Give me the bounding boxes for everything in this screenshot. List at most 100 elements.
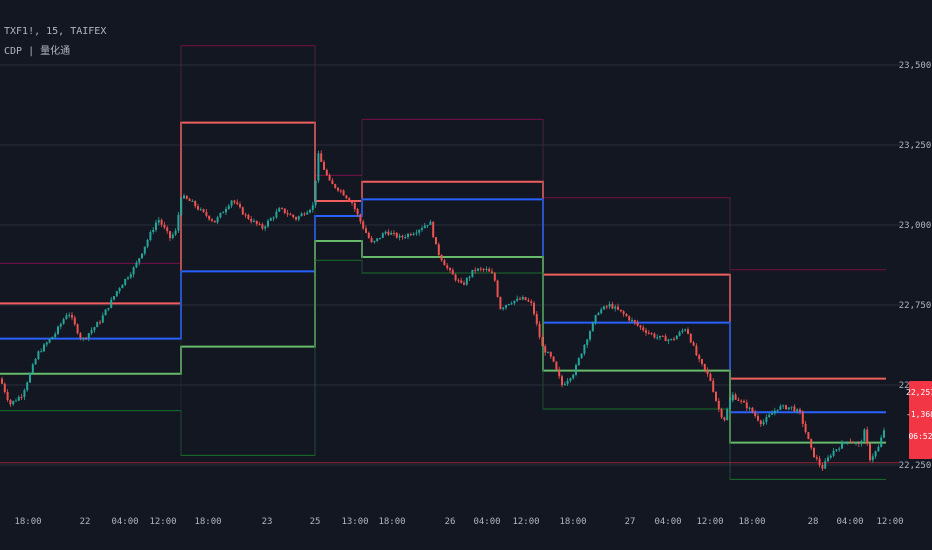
- candle: [695, 345, 698, 356]
- candle: [241, 207, 244, 215]
- candle: [477, 268, 479, 271]
- candle: [129, 274, 132, 278]
- candle: [659, 335, 661, 338]
- candle: [519, 298, 521, 300]
- y-tick-label: 22,250: [899, 461, 932, 471]
- candle: [572, 374, 575, 379]
- candle: [681, 330, 684, 333]
- candle: [155, 222, 157, 230]
- x-tick-label: 28: [808, 517, 819, 527]
- candle: [804, 423, 807, 433]
- candle: [342, 190, 345, 196]
- candle: [348, 198, 351, 202]
- candle: [832, 450, 835, 456]
- candle: [860, 441, 863, 444]
- candle: [678, 332, 681, 336]
- candle: [513, 300, 516, 304]
- candle: [647, 332, 650, 334]
- candle: [421, 228, 423, 230]
- candle: [807, 432, 810, 440]
- candle: [199, 209, 202, 211]
- candle: [82, 337, 85, 339]
- candle: [673, 338, 675, 340]
- x-tick-label: 22: [80, 517, 91, 527]
- candle: [309, 209, 311, 213]
- candle: [101, 315, 104, 323]
- candle: [611, 304, 614, 309]
- candle: [827, 457, 829, 462]
- candle: [418, 229, 421, 233]
- candle: [810, 439, 813, 448]
- candle: [541, 337, 544, 347]
- candle: [163, 224, 166, 228]
- candle: [216, 217, 219, 223]
- candle: [773, 410, 776, 414]
- candle: [561, 376, 563, 386]
- x-tick-label: 26: [445, 517, 456, 527]
- candle: [230, 200, 233, 206]
- candle: [177, 214, 180, 231]
- candle: [264, 226, 267, 229]
- x-tick-label: 18:00: [378, 517, 405, 527]
- candle: [580, 353, 583, 359]
- candle: [468, 276, 471, 279]
- x-tick-label: 04:00: [654, 517, 681, 527]
- candle: [202, 209, 205, 212]
- candle: [726, 409, 729, 421]
- candle: [113, 296, 115, 300]
- candle: [239, 204, 241, 208]
- candle: [3, 383, 6, 393]
- candle: [835, 449, 838, 451]
- candle: [796, 409, 799, 412]
- candle: [247, 214, 250, 219]
- candle: [765, 417, 768, 422]
- candle: [65, 315, 68, 320]
- candle: [373, 240, 376, 243]
- candle: [712, 380, 715, 392]
- candle: [362, 221, 365, 229]
- y-tick-label: 23,250: [899, 141, 932, 151]
- candle: [527, 299, 530, 302]
- candle: [703, 363, 706, 370]
- candle: [866, 429, 869, 444]
- candle: [423, 225, 426, 229]
- cdp-line-al: [0, 259, 886, 480]
- candle: [73, 317, 76, 325]
- candle: [717, 400, 720, 410]
- candle: [29, 373, 31, 383]
- candle: [393, 232, 395, 234]
- candle: [169, 231, 171, 239]
- candle: [40, 351, 43, 353]
- candle: [689, 333, 692, 343]
- candle: [325, 169, 328, 176]
- candle: [317, 153, 320, 181]
- candle: [544, 346, 547, 353]
- y-tick-label: 23,500: [899, 61, 932, 71]
- candle: [530, 301, 533, 304]
- candle: [104, 309, 107, 316]
- candle: [589, 331, 591, 340]
- candle: [127, 277, 129, 279]
- candle: [157, 220, 160, 223]
- candle: [488, 268, 491, 272]
- candle: [597, 313, 600, 316]
- candle: [552, 356, 555, 362]
- candle: [533, 303, 535, 314]
- x-tick-label: 25: [310, 517, 321, 527]
- candle: [751, 407, 754, 413]
- candle: [152, 229, 155, 232]
- candle: [446, 265, 449, 269]
- candle: [303, 213, 306, 215]
- candle: [379, 237, 381, 239]
- candle: [838, 448, 841, 450]
- candle: [48, 339, 51, 343]
- candle: [9, 399, 12, 405]
- candle: [633, 320, 636, 323]
- candle: [121, 284, 124, 289]
- candle: [297, 216, 300, 220]
- candle: [664, 336, 667, 342]
- candle: [451, 270, 454, 275]
- candle: [404, 237, 407, 239]
- price-badge: [909, 381, 932, 459]
